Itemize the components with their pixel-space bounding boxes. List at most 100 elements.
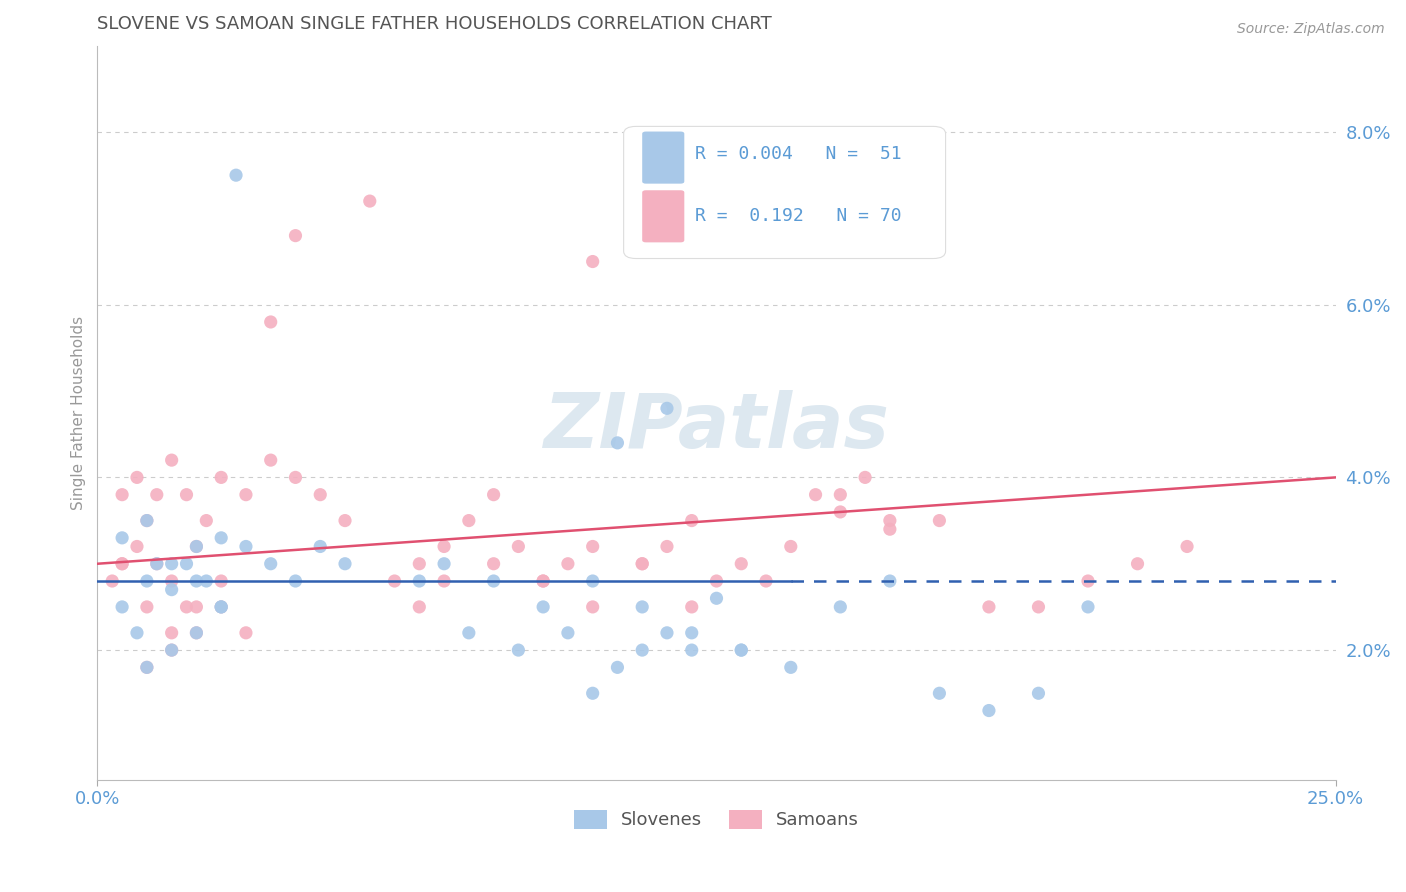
Text: SLOVENE VS SAMOAN SINGLE FATHER HOUSEHOLDS CORRELATION CHART: SLOVENE VS SAMOAN SINGLE FATHER HOUSEHOL… xyxy=(97,15,772,33)
Point xyxy=(186,625,208,640)
Point xyxy=(977,599,1000,614)
Point xyxy=(1126,557,1149,571)
Point xyxy=(582,686,605,700)
Point xyxy=(582,540,605,554)
Point xyxy=(176,599,198,614)
Text: Source: ZipAtlas.com: Source: ZipAtlas.com xyxy=(1237,22,1385,37)
Point xyxy=(879,514,901,528)
Point xyxy=(408,599,430,614)
Text: ZIPatlas: ZIPatlas xyxy=(544,391,890,465)
Point xyxy=(531,599,554,614)
Point xyxy=(706,591,728,606)
Point xyxy=(631,599,654,614)
Point xyxy=(284,574,307,588)
Point xyxy=(681,643,703,657)
FancyBboxPatch shape xyxy=(643,190,685,243)
Point xyxy=(111,557,134,571)
Point xyxy=(186,599,208,614)
Point xyxy=(135,599,157,614)
Point xyxy=(433,574,456,588)
Point xyxy=(655,625,678,640)
Point xyxy=(235,625,257,640)
Point xyxy=(408,557,430,571)
Point xyxy=(879,574,901,588)
Point xyxy=(146,557,169,571)
Point xyxy=(977,704,1000,718)
Point xyxy=(111,557,134,571)
Point xyxy=(111,531,134,545)
Point xyxy=(482,488,505,502)
Point xyxy=(557,557,579,571)
Point xyxy=(730,643,752,657)
Point xyxy=(482,574,505,588)
Point xyxy=(209,470,232,484)
Text: R = 0.004   N =  51: R = 0.004 N = 51 xyxy=(696,145,903,163)
Point xyxy=(111,599,134,614)
Point xyxy=(125,625,148,640)
Legend: Slovenes, Samoans: Slovenes, Samoans xyxy=(567,803,866,837)
Point xyxy=(195,574,218,588)
Point xyxy=(606,660,628,674)
Point xyxy=(176,488,198,502)
Point xyxy=(146,488,169,502)
Point xyxy=(209,599,232,614)
Text: R =  0.192   N = 70: R = 0.192 N = 70 xyxy=(696,207,903,225)
Point xyxy=(1077,599,1099,614)
Point xyxy=(260,315,283,329)
FancyBboxPatch shape xyxy=(624,127,946,259)
Point xyxy=(209,599,232,614)
Point xyxy=(125,540,148,554)
Point xyxy=(235,540,257,554)
Point xyxy=(195,514,218,528)
FancyBboxPatch shape xyxy=(643,131,685,184)
Point xyxy=(186,625,208,640)
Point xyxy=(1175,540,1198,554)
Point xyxy=(160,582,183,597)
Point xyxy=(631,557,654,571)
Point xyxy=(160,453,183,467)
Point xyxy=(928,686,950,700)
Point xyxy=(125,470,148,484)
Point xyxy=(681,599,703,614)
Point xyxy=(457,514,479,528)
Point xyxy=(508,540,530,554)
Point xyxy=(1028,599,1050,614)
Point xyxy=(209,574,232,588)
Point xyxy=(186,540,208,554)
Point xyxy=(225,168,247,182)
Point xyxy=(804,488,827,502)
Point xyxy=(779,540,801,554)
Point xyxy=(582,574,605,588)
Point xyxy=(830,505,852,519)
Point xyxy=(209,531,232,545)
Point xyxy=(531,574,554,588)
Point xyxy=(830,599,852,614)
Point xyxy=(146,557,169,571)
Point xyxy=(333,514,356,528)
Point xyxy=(655,540,678,554)
Point xyxy=(160,643,183,657)
Point xyxy=(260,557,283,571)
Point xyxy=(879,522,901,536)
Point xyxy=(160,574,183,588)
Point xyxy=(333,557,356,571)
Point xyxy=(755,574,778,588)
Point xyxy=(209,599,232,614)
Point xyxy=(160,643,183,657)
Point xyxy=(681,514,703,528)
Point xyxy=(631,643,654,657)
Point xyxy=(111,488,134,502)
Point xyxy=(160,625,183,640)
Point xyxy=(779,660,801,674)
Point xyxy=(1028,686,1050,700)
Point xyxy=(582,254,605,268)
Point xyxy=(135,660,157,674)
Point xyxy=(101,574,124,588)
Point xyxy=(135,514,157,528)
Point xyxy=(730,557,752,571)
Point xyxy=(433,540,456,554)
Point xyxy=(284,470,307,484)
Point xyxy=(606,435,628,450)
Point xyxy=(135,660,157,674)
Point xyxy=(135,574,157,588)
